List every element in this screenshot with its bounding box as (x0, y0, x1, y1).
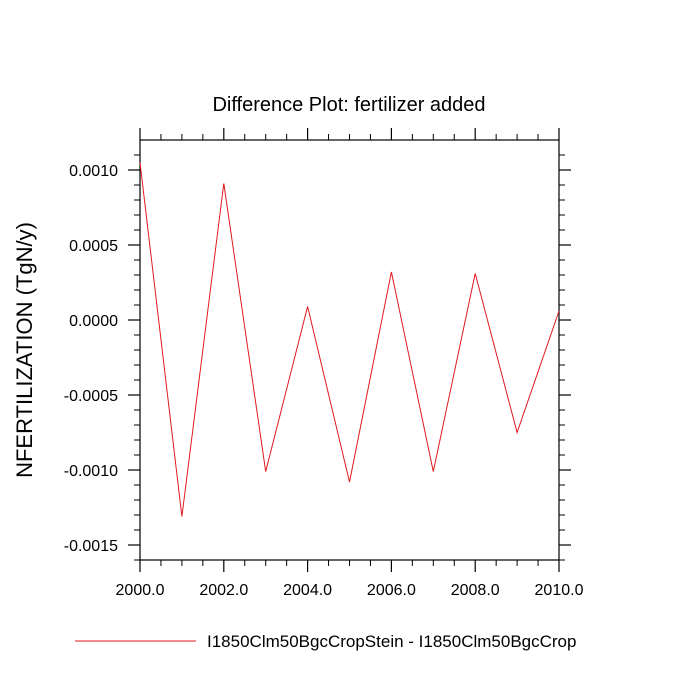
x-tick-label: 2000.0 (116, 582, 165, 599)
tick-labels: 2000.0 2002.0 2004.0 2006.0 2008.0 2010.0 0.00… (64, 163, 584, 599)
series-layer (139, 162, 560, 517)
y-tick-label: -0.0015 (64, 538, 118, 555)
x-tick-label: 2008.0 (451, 582, 500, 599)
y-tick-label: 0.0005 (69, 238, 118, 255)
x-tick-label: 2002.0 (199, 582, 248, 599)
y-tick-label: -0.0005 (64, 388, 118, 405)
y-tick-label: -0.0010 (64, 463, 118, 480)
x-tick-label: 2006.0 (367, 582, 416, 599)
x-tick-label: 2010.0 (535, 582, 584, 599)
y-tick-label: 0.0010 (69, 163, 118, 180)
axis-ticks (128, 128, 571, 572)
legend: I1850Clm50BgcCropStein - I1850Clm50BgcCr… (75, 632, 576, 651)
x-tick-label: 2004.0 (283, 582, 332, 599)
series-line (139, 162, 560, 517)
y-tick-label: 0.0000 (69, 313, 118, 330)
chart-title: Difference Plot: fertilizer added (212, 94, 485, 116)
y-axis-label: NFERTILIZATION (TgN/y) (12, 222, 37, 478)
legend-label: I1850Clm50BgcCropStein - I1850Clm50BgcCr… (207, 632, 576, 651)
